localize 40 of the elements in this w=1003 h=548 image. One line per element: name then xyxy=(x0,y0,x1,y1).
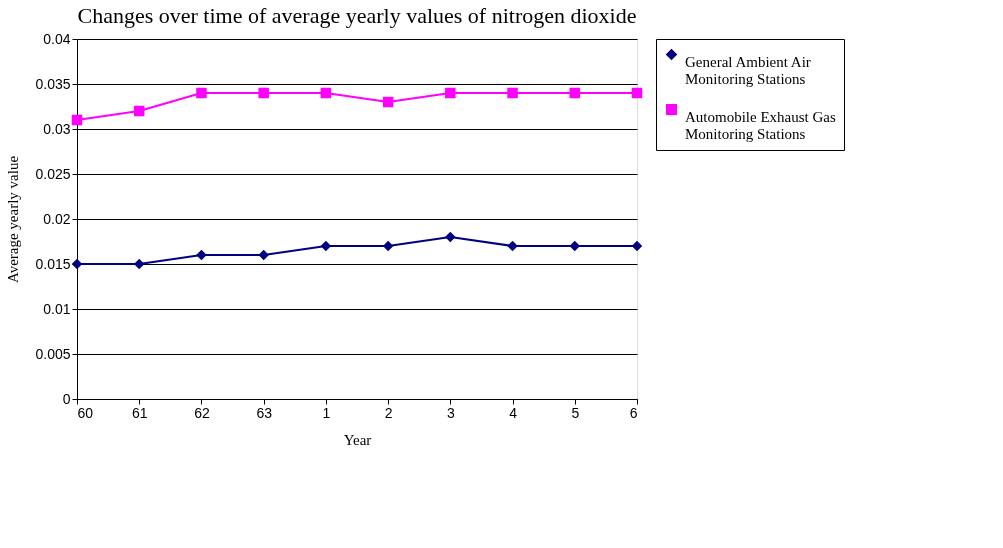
y-tick-label: 0.015 xyxy=(35,255,71,272)
x-tick-label: 63 xyxy=(256,404,273,421)
x-tick-label: 60 xyxy=(77,404,94,421)
y-tick-label: 0.04 xyxy=(43,30,71,47)
y-tick-label: 0.03 xyxy=(43,120,71,137)
point xyxy=(382,96,394,108)
point xyxy=(258,87,269,99)
point xyxy=(631,240,643,252)
point xyxy=(569,87,581,99)
legend-label: Automobile Exhaust Gas Monitoring Stations xyxy=(685,108,836,142)
point xyxy=(196,249,207,261)
y-tick-label: 0.02 xyxy=(43,210,71,227)
x-tick-label: 1 xyxy=(322,404,331,421)
y-tick-label: 0.025 xyxy=(35,165,71,182)
x-axis-title: Year xyxy=(343,431,372,448)
point xyxy=(71,114,83,126)
y-tick-label: 0.005 xyxy=(35,345,71,362)
point xyxy=(258,249,269,261)
point xyxy=(631,87,643,99)
point xyxy=(507,240,518,252)
point xyxy=(320,87,332,99)
y-tick-label: 0.035 xyxy=(35,75,71,92)
y-tick-label: 0.01 xyxy=(43,300,71,317)
point xyxy=(71,258,83,270)
point xyxy=(445,231,456,243)
x-tick-label: 6 xyxy=(629,404,638,421)
x-tick-label: 3 xyxy=(446,404,455,421)
point xyxy=(133,105,145,117)
y-tick-label: 0 xyxy=(62,390,71,407)
point xyxy=(196,87,207,99)
point xyxy=(445,87,456,99)
legend-label: General Ambient Air Monitoring Stations xyxy=(685,53,811,87)
y-axis-title: Average yearly value xyxy=(5,155,22,284)
x-tick-label: 2 xyxy=(384,404,393,421)
x-tick-label: 61 xyxy=(131,404,148,421)
x-tick-label: 62 xyxy=(194,404,210,421)
point xyxy=(507,87,518,99)
x-tick-label: 5 xyxy=(571,404,580,421)
x-tick-label: 4 xyxy=(509,404,518,421)
chart-title: Changes over time of average yearly values of nitrogen dioxide xyxy=(77,3,637,28)
